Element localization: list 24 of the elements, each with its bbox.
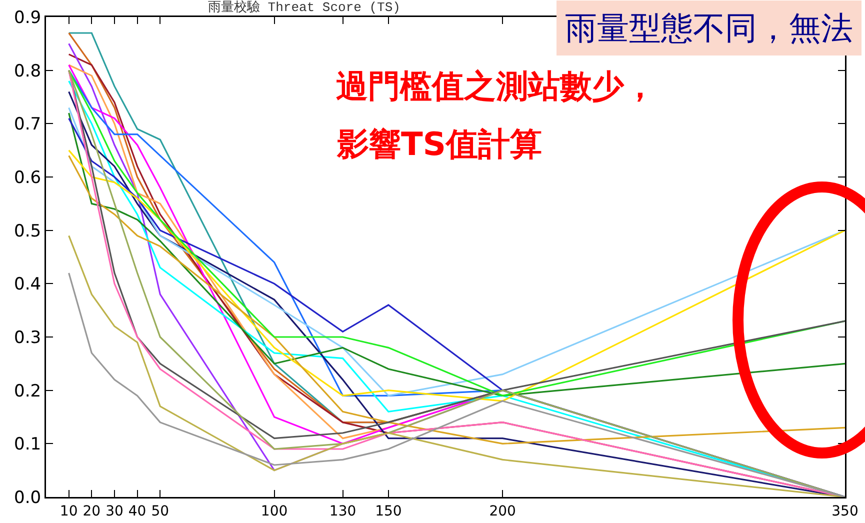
annotation: 影響TS值計算: [336, 125, 542, 163]
y-tick-label: 0.8: [14, 61, 42, 82]
x-tick-label: 200: [489, 503, 516, 520]
y-tick-label: 0.1: [14, 434, 42, 455]
x-tick-label: 30: [106, 503, 124, 520]
y-tick-label: 0.4: [14, 274, 42, 295]
y-tick-label: 0.7: [14, 114, 42, 135]
y-tick-label: 0.0: [14, 488, 42, 508]
x-tick-label: 50: [151, 503, 170, 520]
chart-title: 雨量校驗 Threat Score (TS): [208, 0, 400, 15]
x-tick-label: 130: [329, 503, 356, 520]
x-tick-label: 40: [128, 503, 146, 520]
x-tick-label: 100: [260, 503, 288, 520]
y-tick-label: 0.6: [14, 168, 42, 188]
x-tick-label: 150: [375, 503, 402, 520]
x-tick-label: 350: [832, 503, 858, 520]
y-tick-label: 0.9: [14, 8, 42, 28]
x-tick-label: 20: [82, 503, 101, 520]
x-tick-label: 10: [60, 503, 78, 520]
y-tick-label: 0.5: [14, 221, 42, 242]
annotation: 過門檻值之測站數少，: [336, 67, 656, 105]
y-tick-label: 0.3: [14, 328, 42, 348]
annotation: 雨量型態不同，無法: [565, 9, 853, 47]
y-tick-label: 0.2: [14, 381, 42, 402]
